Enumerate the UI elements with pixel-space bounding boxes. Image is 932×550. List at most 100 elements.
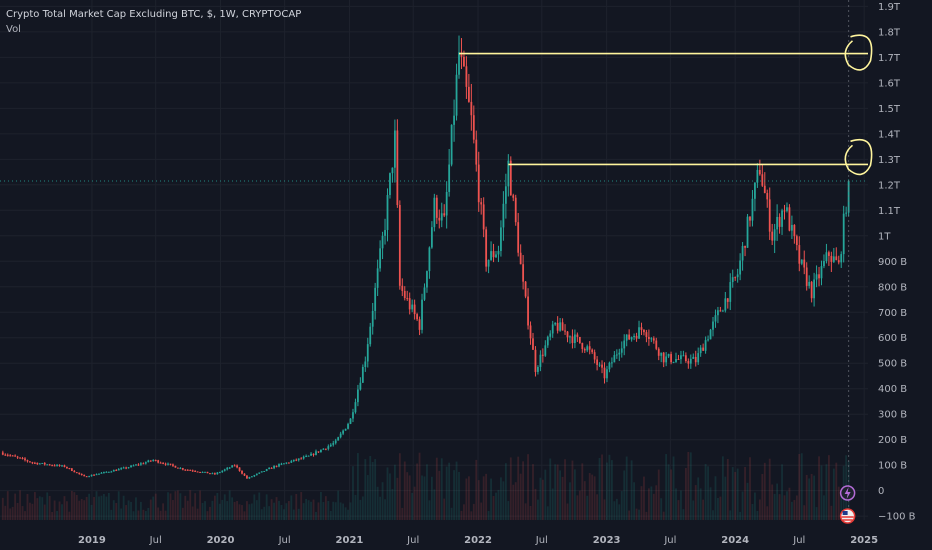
- candle-up[interactable]: [497, 250, 500, 255]
- candle-down[interactable]: [643, 329, 645, 333]
- candle-down[interactable]: [517, 222, 520, 253]
- candle-down[interactable]: [157, 460, 160, 463]
- candle-up[interactable]: [610, 362, 613, 364]
- candle-up[interactable]: [369, 326, 372, 345]
- candle-up[interactable]: [781, 210, 783, 227]
- candle-up[interactable]: [618, 352, 621, 355]
- candle-up[interactable]: [339, 433, 342, 438]
- candle-down[interactable]: [19, 457, 21, 459]
- candle-down[interactable]: [48, 464, 51, 466]
- candle-down[interactable]: [591, 349, 594, 353]
- candle-down[interactable]: [519, 252, 522, 265]
- candle-down[interactable]: [206, 471, 209, 474]
- candle-down[interactable]: [58, 464, 61, 466]
- candle-down[interactable]: [472, 115, 475, 140]
- candle-up[interactable]: [825, 252, 828, 262]
- candle-up[interactable]: [660, 352, 663, 356]
- candle-down[interactable]: [438, 217, 441, 221]
- candle-down[interactable]: [51, 465, 54, 467]
- candle-up[interactable]: [667, 354, 670, 357]
- candle-up[interactable]: [458, 52, 460, 75]
- candle-up[interactable]: [426, 271, 428, 288]
- candle-down[interactable]: [312, 453, 315, 455]
- candle-down[interactable]: [596, 359, 599, 365]
- candle-up[interactable]: [391, 167, 394, 174]
- candle-up[interactable]: [554, 322, 557, 325]
- candle-up[interactable]: [379, 248, 382, 269]
- candle-down[interactable]: [766, 193, 769, 200]
- candle-up[interactable]: [736, 274, 739, 278]
- candle-down[interactable]: [793, 224, 796, 237]
- candle-up[interactable]: [682, 355, 685, 357]
- candle-down[interactable]: [460, 52, 463, 57]
- candle-up[interactable]: [574, 334, 576, 344]
- candle-up[interactable]: [366, 344, 369, 362]
- candle-up[interactable]: [371, 310, 374, 327]
- candle-up[interactable]: [90, 474, 93, 477]
- candle-down[interactable]: [783, 210, 786, 212]
- candle-down[interactable]: [662, 352, 665, 363]
- candle-up[interactable]: [650, 338, 653, 340]
- candle-up[interactable]: [823, 261, 825, 267]
- candle-down[interactable]: [1, 452, 4, 455]
- candle-up[interactable]: [110, 471, 113, 473]
- candle-up[interactable]: [98, 473, 100, 475]
- candle-up[interactable]: [421, 299, 423, 330]
- candle-up[interactable]: [342, 430, 345, 434]
- candle-up[interactable]: [544, 345, 547, 356]
- candle-up[interactable]: [265, 469, 268, 471]
- candle-down[interactable]: [209, 473, 211, 475]
- candle-up[interactable]: [440, 213, 443, 221]
- candle-down[interactable]: [33, 462, 36, 464]
- candle-down[interactable]: [571, 336, 574, 344]
- candle-up[interactable]: [255, 473, 258, 476]
- candle-up[interactable]: [433, 197, 436, 228]
- candle-down[interactable]: [514, 197, 517, 223]
- candle-up[interactable]: [100, 472, 103, 474]
- candle-up[interactable]: [537, 366, 539, 372]
- candle-down[interactable]: [85, 476, 88, 478]
- candle-down[interactable]: [485, 229, 488, 267]
- candle-up[interactable]: [349, 418, 352, 424]
- candle-down[interactable]: [576, 334, 579, 337]
- candle-up[interactable]: [221, 470, 224, 473]
- candle-up[interactable]: [606, 369, 608, 379]
- candle-up[interactable]: [216, 472, 219, 475]
- candle-up[interactable]: [672, 361, 675, 363]
- candle-down[interactable]: [70, 468, 73, 471]
- candle-up[interactable]: [201, 471, 204, 473]
- candle-down[interactable]: [694, 356, 697, 363]
- candle-up[interactable]: [218, 472, 221, 474]
- candle-up[interactable]: [428, 247, 431, 272]
- candle-up[interactable]: [791, 224, 793, 231]
- candle-up[interactable]: [633, 335, 635, 338]
- candle-up[interactable]: [130, 465, 132, 468]
- candle-down[interactable]: [835, 256, 838, 261]
- candle-up[interactable]: [598, 364, 601, 366]
- candle-up[interactable]: [675, 359, 677, 362]
- candle-up[interactable]: [250, 476, 253, 478]
- candle-up[interactable]: [845, 212, 848, 214]
- candle-down[interactable]: [416, 314, 418, 320]
- candle-up[interactable]: [327, 446, 330, 449]
- candle-down[interactable]: [763, 185, 766, 194]
- candle-down[interactable]: [581, 343, 584, 350]
- candle-down[interactable]: [463, 56, 465, 67]
- candle-down[interactable]: [827, 252, 830, 256]
- candle-down[interactable]: [80, 473, 83, 475]
- candle-down[interactable]: [684, 355, 687, 362]
- candle-up[interactable]: [453, 115, 455, 125]
- candle-down[interactable]: [6, 454, 9, 456]
- candle-up[interactable]: [665, 356, 668, 363]
- candle-up[interactable]: [127, 467, 130, 469]
- candle-down[interactable]: [798, 245, 801, 264]
- candle-up[interactable]: [776, 216, 779, 230]
- candle-up[interactable]: [107, 471, 110, 473]
- candle-up[interactable]: [253, 475, 256, 477]
- candle-up[interactable]: [712, 321, 714, 330]
- candle-up[interactable]: [122, 467, 125, 469]
- candle-down[interactable]: [159, 462, 162, 464]
- candle-down[interactable]: [744, 246, 746, 248]
- candle-down[interactable]: [169, 463, 172, 465]
- candle-up[interactable]: [376, 268, 379, 288]
